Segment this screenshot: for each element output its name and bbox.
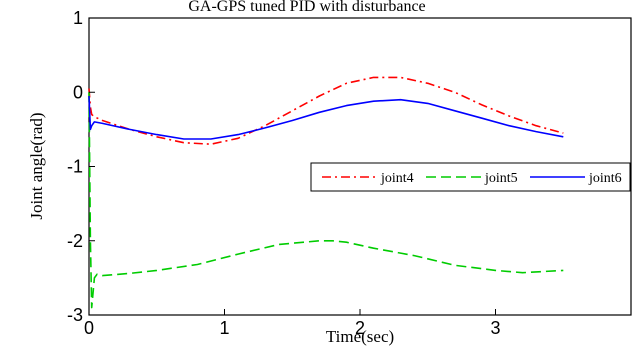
series-line-joint4 [88, 76, 564, 145]
y-tick-label: 0 [73, 82, 83, 102]
y-tick-label: -3 [67, 305, 83, 325]
legend-label-joint4: joint4 [380, 171, 414, 186]
legend-label-joint6: joint6 [588, 171, 622, 186]
x-axis-label: Time(sec) [326, 327, 394, 346]
series-line-joint5 [88, 92, 564, 309]
x-tick-label: 2 [355, 318, 365, 338]
y-tick-label: -2 [67, 231, 83, 251]
y-axis-label: Joint angle(rad) [27, 112, 46, 219]
axes-layer: 0 1 2 3 1 0 -1 -2 -3 [67, 8, 501, 338]
x-tick-label: 3 [490, 318, 500, 338]
y-tick-label: 1 [73, 8, 83, 28]
series-line-joint6 [88, 95, 564, 140]
chart-title: GA-GPS tuned PID with disturbance [188, 0, 425, 15]
legend-label-joint5: joint5 [484, 171, 518, 186]
series-layer [88, 76, 564, 309]
x-tick-label: 0 [84, 318, 94, 338]
y-tick-label: -1 [67, 157, 83, 177]
x-tick-label: 1 [219, 318, 229, 338]
legend: joint4 joint5 joint6 [310, 162, 631, 192]
